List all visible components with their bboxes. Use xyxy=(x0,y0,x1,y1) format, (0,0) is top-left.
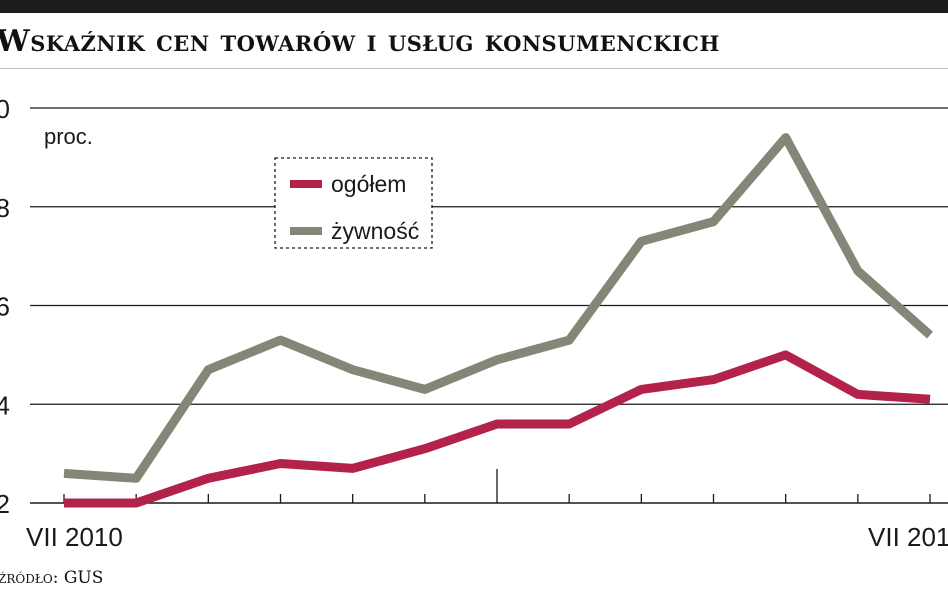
series-lines xyxy=(63,133,933,508)
y-tick-label-8: 8 xyxy=(0,193,10,223)
y-tick-label-2: 2 xyxy=(0,489,10,519)
grid-lines xyxy=(30,107,948,405)
y-axis-unit: proc. xyxy=(44,124,93,149)
line-chart: 2 4 6 8 10 VII 2010 VII 2011 proc. ogółem żyw… xyxy=(0,94,948,552)
series-line-zywnosc xyxy=(63,133,933,483)
y-tick-label-4: 4 xyxy=(0,390,10,420)
x-axis-labels: VII 2010 VII 2011 xyxy=(26,522,948,552)
series-line-ogolem xyxy=(64,350,931,508)
top-bar xyxy=(0,0,948,13)
title-rule xyxy=(0,68,948,69)
legend-label-zywnosc: żywność xyxy=(331,218,419,244)
source-note: źródło: GUS xyxy=(0,568,104,588)
x-tick-label-last: VII 2011 xyxy=(868,522,948,552)
y-axis-labels: 2 4 6 8 10 xyxy=(0,94,10,519)
legend: ogółem żywność xyxy=(274,157,433,249)
chart-title: Wskaźnik cen towarów i usług konsumencki… xyxy=(0,24,720,59)
x-tick-label-first: VII 2010 xyxy=(26,522,123,552)
x-axis-ticks xyxy=(63,469,931,503)
y-tick-label-10: 10 xyxy=(0,94,10,124)
y-tick-label-6: 6 xyxy=(0,292,10,322)
legend-label-ogolem: ogółem xyxy=(331,171,406,197)
